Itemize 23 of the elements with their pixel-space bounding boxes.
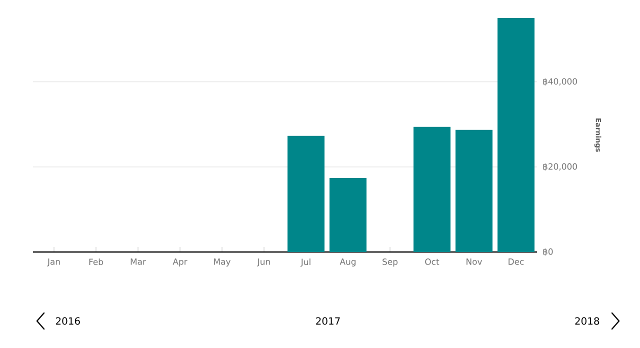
x-tick-label: Jan — [47, 258, 60, 266]
x-tick-label: Nov — [466, 258, 482, 265]
text: 2018 — [575, 317, 600, 325]
x-tick-label: Dec — [508, 258, 524, 265]
x-tick-label: Aug — [340, 258, 356, 266]
x-tick-label: Apr — [172, 258, 188, 266]
y-tick-label: ฿0 — [543, 248, 553, 256]
bar — [456, 130, 493, 252]
text: 2017 — [316, 317, 340, 325]
text: 2016 — [56, 317, 80, 325]
x-tick-label: Oct — [425, 258, 440, 265]
bar — [414, 126, 451, 252]
bar — [330, 178, 367, 252]
x-tick-label: Jun — [256, 258, 270, 266]
x-tick-label: May — [214, 258, 231, 266]
x-tick-label: Jul — [300, 258, 310, 267]
bar — [498, 18, 535, 252]
x-tick-label: Feb — [89, 258, 104, 266]
bar — [288, 136, 325, 252]
y-tick-label: ฿40,000 — [543, 78, 577, 86]
x-tick-label: Sep — [382, 258, 398, 267]
x-tick-label: Mar — [130, 258, 146, 265]
y-tick-label: ฿20,000 — [543, 163, 577, 171]
